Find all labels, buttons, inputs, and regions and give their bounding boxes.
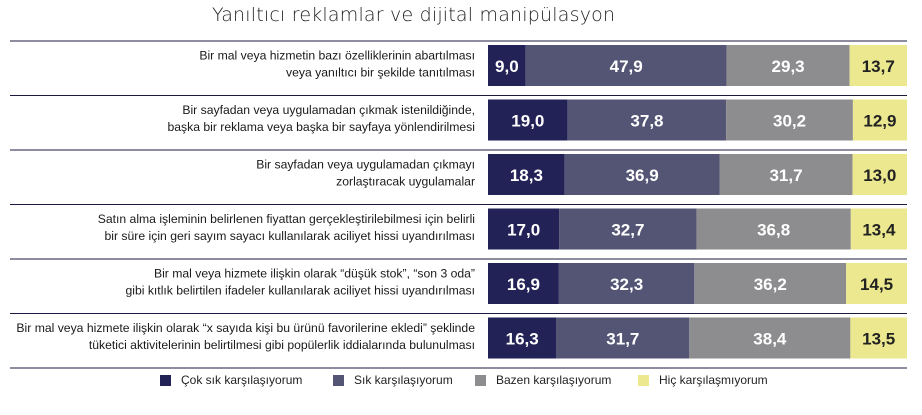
- category-label: veya yanıltıcı bir şekilde tanıtılması: [286, 66, 475, 80]
- data-label: 32,3: [610, 275, 643, 294]
- category-label: Bir mal veya hizmetin bazı özelliklerini…: [199, 49, 475, 63]
- bar-segment: [567, 99, 727, 141]
- data-label: 36,2: [754, 275, 787, 294]
- bar-segment: [488, 317, 557, 359]
- bar-segment: [849, 45, 907, 86]
- data-label: 31,7: [606, 330, 639, 349]
- bar-segment: [726, 45, 850, 86]
- category-label: Satın alma işleminin belirlenen fiyattan…: [98, 212, 475, 226]
- data-label: 30,2: [773, 112, 806, 131]
- legend-swatch: [638, 374, 649, 386]
- data-label: 16,3: [506, 330, 539, 349]
- data-label: 32,7: [611, 221, 644, 240]
- bar-segment: [852, 154, 907, 195]
- legend-item-never: Hiç karşılaşmıyorum: [638, 373, 768, 387]
- category-label: bir süre için geri sayım sayacı kullanıl…: [105, 229, 476, 243]
- legend-swatch: [475, 374, 486, 386]
- bar-segment: [559, 208, 697, 250]
- bar-segment: [846, 263, 907, 304]
- legend-swatch: [160, 374, 171, 386]
- category-label: başka bir reklama veya başka bir sayfaya…: [167, 120, 475, 134]
- bar-segment: [488, 99, 568, 141]
- legend: Çok sık karşılaşıyorum Sık karşılaşıyoru…: [0, 373, 922, 393]
- category-label: Bir sayfadan veya uygulamadan çıkmak ist…: [182, 103, 475, 117]
- data-label: 12,9: [863, 112, 896, 131]
- data-label: 37,8: [630, 112, 663, 131]
- category-label: Bir sayfadan veya uygulamadan çıkmayı: [256, 158, 475, 172]
- bar-segment: [726, 99, 853, 141]
- data-label: 19,0: [511, 112, 544, 131]
- data-label: 36,9: [626, 166, 659, 185]
- category-label: Bir mal veya hizmete ilişkin olarak “düş…: [154, 267, 475, 281]
- category-label: zorlaştıracak uygulamalar: [336, 175, 475, 189]
- category-label: tüketici aktivitelerinin belirtilmesi gi…: [89, 338, 475, 352]
- bar-segment: [525, 45, 727, 86]
- legend-label: Sık karşılaşıyorum: [354, 373, 453, 387]
- legend-item-sometimes: Bazen karşılaşıyorum: [475, 373, 611, 387]
- legend-swatch: [333, 374, 344, 386]
- data-label: 17,0: [507, 221, 540, 240]
- bar-segment: [556, 317, 690, 359]
- bar-segment: [696, 208, 851, 250]
- data-label: 13,7: [862, 57, 895, 76]
- data-label: 13,4: [862, 221, 896, 240]
- bar-segment: [488, 45, 526, 86]
- bar-segment: [488, 208, 560, 250]
- bar-segment: [564, 154, 720, 195]
- data-label: 18,3: [510, 166, 543, 185]
- data-label: 14,5: [860, 275, 893, 294]
- legend-item-very-often: Çok sık karşılaşıyorum: [160, 373, 302, 387]
- data-label: 31,7: [769, 166, 802, 185]
- legend-label: Bazen karşılaşıyorum: [496, 373, 612, 387]
- bar-segment: [488, 154, 565, 195]
- category-label: gibi kıtlık belirtilen ifadeler kullanıl…: [125, 284, 475, 298]
- data-label: 16,9: [507, 275, 540, 294]
- bar-segment: [719, 154, 853, 195]
- bar-segment: [558, 263, 695, 304]
- stacked-bar-chart: Bir mal veya hizmetin bazı özelliklerini…: [10, 40, 907, 369]
- data-label: 13,0: [863, 166, 896, 185]
- data-label: 38,4: [753, 330, 787, 349]
- data-label: 13,5: [862, 330, 895, 349]
- legend-item-often: Sık karşılaşıyorum: [333, 373, 453, 387]
- bar-segment: [694, 263, 847, 304]
- chart-title: Yanıltıcı reklamlar ve dijital manipülas…: [212, 4, 616, 26]
- legend-label: Hiç karşılaşmıyorum: [659, 373, 768, 387]
- bar-segment: [488, 263, 559, 304]
- data-label: 47,9: [610, 57, 643, 76]
- data-label: 29,3: [772, 57, 805, 76]
- bar-segment: [850, 208, 907, 250]
- bar-segment: [850, 317, 907, 359]
- data-label: 36,8: [757, 221, 790, 240]
- bar-segment: [689, 317, 851, 359]
- legend-label: Çok sık karşılaşıyorum: [181, 373, 303, 387]
- bar-segment: [852, 99, 907, 141]
- category-label: Bir mal veya hizmete ilişkin olarak “x s…: [16, 321, 475, 335]
- data-label: 9,0: [495, 57, 519, 76]
